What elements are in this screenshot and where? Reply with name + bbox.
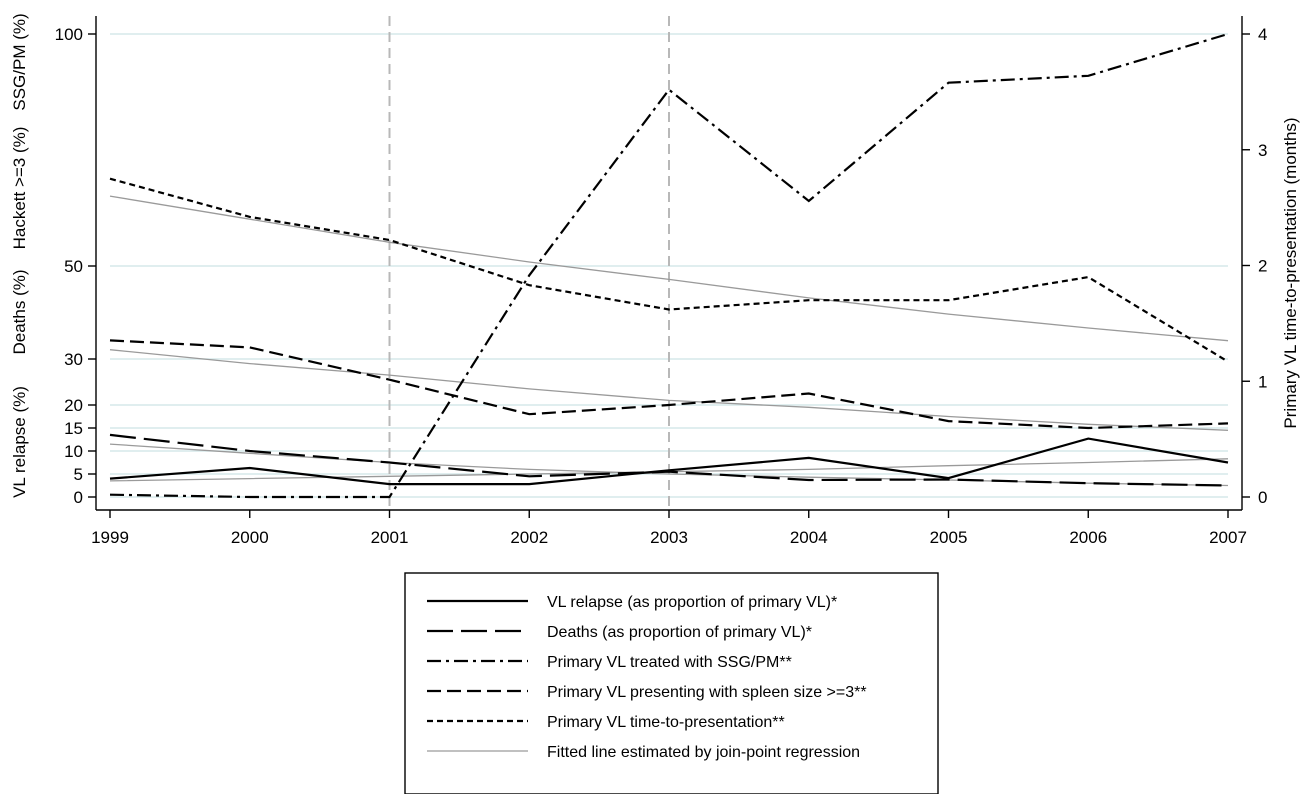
x-tick-label: 2003 bbox=[650, 528, 688, 547]
left-axis-label: Hackett >=3 (%) bbox=[10, 127, 29, 250]
left-tick-label: 100 bbox=[55, 25, 83, 44]
fitted-line bbox=[109, 195, 1229, 342]
x-tick-label: 2001 bbox=[371, 528, 409, 547]
reference-lines bbox=[388, 16, 670, 510]
legend-label: Fitted line estimated by join-point regr… bbox=[547, 744, 860, 761]
legend-label: Primary VL time-to-presentation** bbox=[547, 714, 785, 731]
series-lines bbox=[109, 32, 1229, 499]
left-axis-label: VL relapse (%) bbox=[10, 386, 29, 498]
left-tick-label: 5 bbox=[74, 465, 83, 484]
series-line-4 bbox=[109, 339, 1229, 430]
left-tick-label: 0 bbox=[74, 488, 83, 507]
series-line-2 bbox=[109, 433, 1229, 487]
legend-label: VL relapse (as proportion of primary VL)… bbox=[547, 594, 837, 611]
fitted-line bbox=[109, 349, 1229, 431]
right-axis-label: Primary VL time-to-presentation (months) bbox=[1281, 117, 1300, 428]
x-tick-label: 2000 bbox=[231, 528, 269, 547]
legend-label: Deaths (as proportion of primary VL)* bbox=[547, 624, 812, 641]
legend-box bbox=[404, 572, 939, 794]
x-tick-label: 2005 bbox=[930, 528, 968, 547]
series-line-5 bbox=[109, 177, 1229, 363]
series-line-3 bbox=[109, 32, 1229, 499]
x-tick-label: 2006 bbox=[1069, 528, 1107, 547]
left-tick-label: 30 bbox=[64, 350, 83, 369]
x-tick-label: 1999 bbox=[91, 528, 129, 547]
legend-label: Primary VL treated with SSG/PM** bbox=[547, 654, 792, 671]
legend-label: Primary VL presenting with spleen size >… bbox=[547, 684, 867, 701]
right-tick-label: 4 bbox=[1258, 25, 1267, 44]
left-tick-label: 15 bbox=[64, 419, 83, 438]
left-axis-label: SSG/PM (%) bbox=[10, 13, 29, 110]
right-tick-label: 2 bbox=[1258, 257, 1267, 276]
left-tick-label: 10 bbox=[64, 442, 83, 461]
x-tick-label: 2007 bbox=[1209, 528, 1247, 547]
legend: VL relapse (as proportion of primary VL)… bbox=[404, 572, 939, 794]
left-tick-label: 20 bbox=[64, 396, 83, 415]
left-tick-label: 50 bbox=[64, 257, 83, 276]
series-line-1 bbox=[109, 437, 1229, 486]
x-tick-label: 2004 bbox=[790, 528, 828, 547]
left-axis-label: Deaths (%) bbox=[10, 269, 29, 354]
right-tick-label: 3 bbox=[1258, 141, 1267, 160]
x-tick-label: 2002 bbox=[510, 528, 548, 547]
right-tick-label: 1 bbox=[1258, 372, 1267, 391]
right-tick-label: 0 bbox=[1258, 488, 1267, 507]
